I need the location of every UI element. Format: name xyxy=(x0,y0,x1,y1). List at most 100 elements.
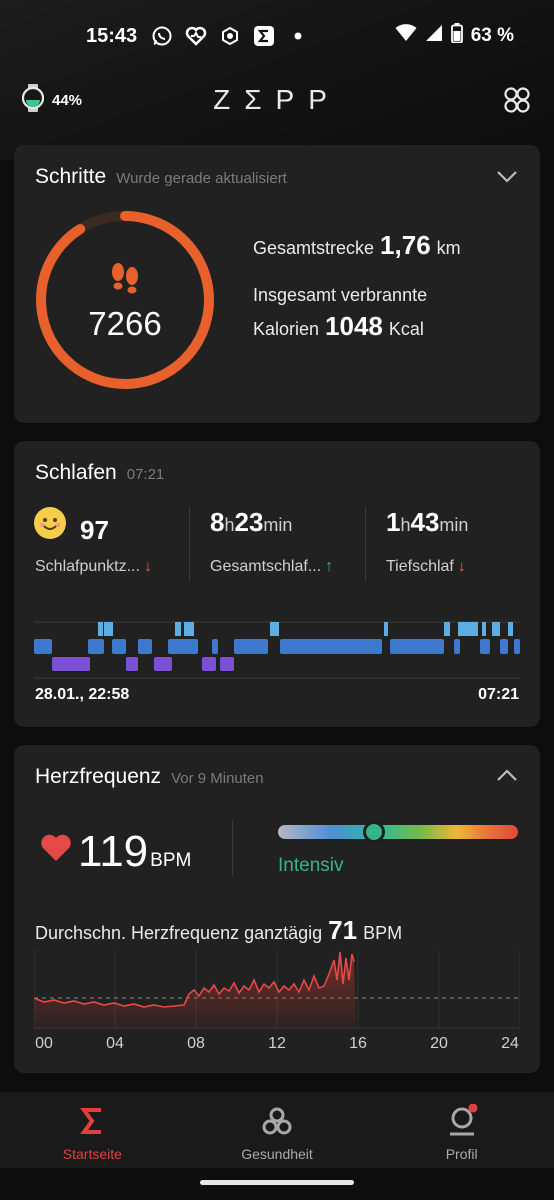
dot-icon xyxy=(287,25,309,47)
deep-sleep-label: Tiefschlaf ↓ xyxy=(386,558,466,576)
health-heart-icon xyxy=(185,25,207,47)
footprints-icon xyxy=(112,263,138,294)
unit-min: min xyxy=(439,515,469,535)
sigma-app-icon xyxy=(253,25,275,47)
apps-grid-button[interactable] xyxy=(502,85,532,115)
sleep-score-label: Schlafpunktz... ↓ xyxy=(35,558,152,576)
total-sleep-label: Gesamtschlaf... ↑ xyxy=(210,558,333,576)
sleep-score-label-text: Schlafpunktz... xyxy=(35,558,140,575)
sleep-end-time: 07:21 xyxy=(478,686,519,703)
heart-rate-line xyxy=(34,951,355,1008)
light-segments xyxy=(34,639,520,654)
distance-stat: Gesamtstrecke 1,76 km xyxy=(253,230,461,261)
sleep-score-value: 97 xyxy=(80,515,109,545)
deep-sleep: 1 h 43 min xyxy=(386,507,468,538)
watch-status[interactable]: 44% xyxy=(21,84,83,116)
heart-subtitle: Vor 9 Minuten xyxy=(171,770,264,787)
steps-card[interactable]: Schritte Wurde gerade aktualisiert 7266 G… xyxy=(14,145,540,423)
arrow-up-icon: ↑ xyxy=(325,558,334,575)
total-sleep-hours: 8 xyxy=(210,507,225,537)
tick-label: 20 xyxy=(430,1035,448,1052)
total-sleep-label-text: Gesamtschlaf... xyxy=(210,558,322,575)
heart-rate-card[interactable]: Herzfrequenz Vor 9 Minuten 119 BPM Intensi… xyxy=(14,745,540,1073)
smiley-icon xyxy=(34,507,66,539)
nav-label: Profil xyxy=(445,1146,478,1162)
calories-value: 1048 xyxy=(325,311,383,341)
tick-label: 24 xyxy=(501,1035,519,1052)
unit-h: h xyxy=(400,515,411,535)
watch-icon xyxy=(21,84,45,116)
sleep-subtitle: 07:21 xyxy=(126,466,165,483)
sleep-start-time: 28.01., 22:58 xyxy=(35,686,130,703)
steps-subtitle: Wurde gerade aktualisiert xyxy=(116,170,287,187)
sleep-title: Schlafen 07:21 xyxy=(35,461,164,485)
current-bpm: 119 BPM xyxy=(78,827,191,877)
total-sleep: 8 h 23 min xyxy=(210,507,292,538)
tick-label: 16 xyxy=(349,1035,367,1052)
sleep-card[interactable]: Schlafen 07:21 97 Schlafpunktz... ↓ 8 h 23 mi… xyxy=(14,441,540,727)
tick-label: 00 xyxy=(35,1035,53,1052)
avg-heart-rate: Durchschn. Herzfrequenz ganztägig 71 BPM xyxy=(35,915,402,946)
battery-percent: 63 % xyxy=(470,25,514,46)
nav-label: Startseite xyxy=(62,1146,122,1162)
steps-title: Schritte Wurde gerade aktualisiert xyxy=(35,165,287,189)
apps-grid-icon xyxy=(504,87,530,113)
heart-rate-chart xyxy=(34,950,520,1030)
sleep-title-text: Schlafen xyxy=(35,461,117,484)
heart-zone-bar xyxy=(278,821,518,843)
steps-progress-ring xyxy=(36,211,214,389)
heart-icon xyxy=(41,834,71,861)
heart-title-text: Herzfrequenz xyxy=(35,765,162,788)
status-bar: 15:43 63 % xyxy=(0,0,554,72)
chevron-up-icon[interactable] xyxy=(496,768,518,782)
whatsapp-icon xyxy=(151,25,173,47)
bpm-value: 119 xyxy=(78,827,149,876)
bpm-unit: BPM xyxy=(150,850,192,871)
deep-sleep-minutes: 43 xyxy=(410,507,440,537)
notification-icons xyxy=(151,25,309,47)
unit-h: h xyxy=(224,515,235,535)
divider xyxy=(232,820,233,876)
deep-sleep-hours: 1 xyxy=(386,507,401,537)
rem-segments xyxy=(98,622,513,636)
distance-value: 1,76 xyxy=(380,230,431,260)
steps-count: 7266 xyxy=(88,305,162,342)
nav-item-gesundheit[interactable]: Gesundheit xyxy=(185,1092,370,1168)
status-right: 63 % xyxy=(395,23,514,49)
watch-battery: 44% xyxy=(52,91,83,109)
unit-min: min xyxy=(263,515,293,535)
bottom-nav: Startseite Gesundheit Profil xyxy=(0,1092,554,1168)
total-sleep-minutes: 23 xyxy=(234,507,264,537)
sleep-score: 97 xyxy=(34,507,109,546)
calories-label-top: Insgesamt verbrannte xyxy=(253,285,428,305)
arrow-down-icon: ↓ xyxy=(143,558,152,575)
calories-unit: Kcal xyxy=(388,319,424,339)
status-time: 15:43 xyxy=(86,24,138,47)
sleep-stage-chart xyxy=(34,621,520,679)
tick-label: 08 xyxy=(187,1035,205,1052)
distance-label: Gesamtstrecke xyxy=(253,238,375,258)
distance-unit: km xyxy=(436,238,461,258)
signal-icon xyxy=(425,24,443,48)
heart-rate-area xyxy=(34,952,356,1030)
chevron-down-icon[interactable] xyxy=(496,170,518,184)
calories-label: Kalorien xyxy=(253,319,320,339)
health-icon xyxy=(262,1107,292,1135)
sigma-icon xyxy=(80,1108,102,1134)
zone-label: Intensiv xyxy=(278,855,344,876)
heart-rate-ticks: 00 04 08 12 16 20 24 xyxy=(34,1035,520,1055)
home-indicator[interactable] xyxy=(200,1180,354,1185)
arrow-down-icon: ↓ xyxy=(457,558,466,575)
app-header: 44% ZΣPP xyxy=(0,72,554,128)
notification-dot xyxy=(468,1104,478,1113)
divider xyxy=(365,507,366,581)
nav-item-startseite[interactable]: Startseite xyxy=(0,1092,185,1168)
tick-label: 04 xyxy=(106,1035,124,1052)
wifi-icon xyxy=(395,24,417,48)
avg-unit: BPM xyxy=(363,923,403,943)
app-hex-icon xyxy=(219,25,241,47)
battery-icon xyxy=(450,23,463,49)
nav-item-profil[interactable]: Profil xyxy=(369,1092,554,1168)
deep-segments xyxy=(52,657,234,671)
brand-logo: ZΣPP xyxy=(213,84,341,115)
